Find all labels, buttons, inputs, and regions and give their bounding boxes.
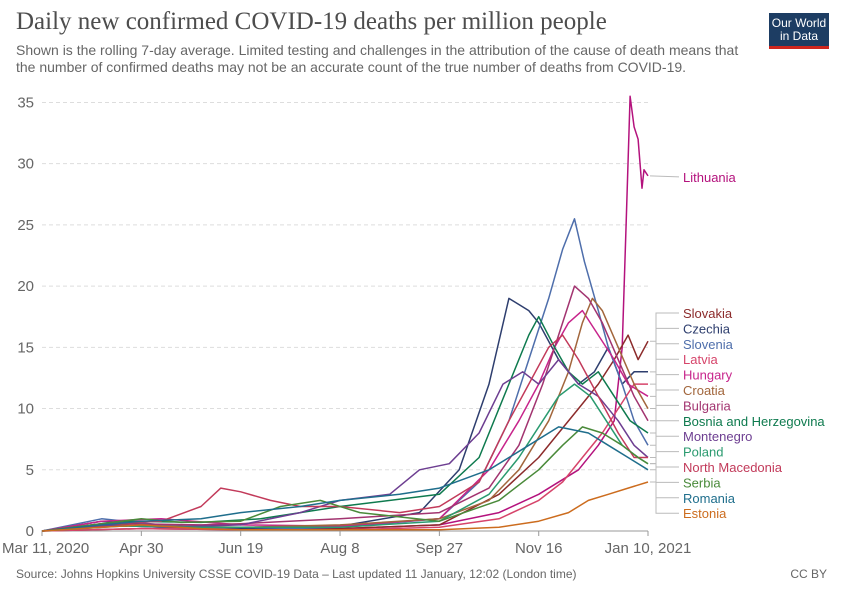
legend-label[interactable]: Slovenia [683,337,734,352]
legend-connector [650,312,679,342]
x-tick-label: Apr 30 [119,540,163,557]
y-tick-label: 35 [17,94,34,111]
series-line-hungary[interactable] [41,309,649,532]
legend-connector [650,404,679,422]
series-line-latvia[interactable] [41,383,648,532]
logo-line-1: Our World [771,16,827,30]
legend-connector [649,175,680,178]
y-tick-label: 0 [26,523,34,540]
source-note: Source: Johns Hopkins University CSSE CO… [16,567,577,581]
y-tick-label: 30 [17,156,34,173]
x-tick-label: Jun 19 [218,540,263,557]
legend-connector [650,389,679,410]
legend-label[interactable]: Bosnia and Herzegovina [683,414,825,429]
series-line-czechia[interactable] [41,297,648,532]
legend-label[interactable]: Slovakia [683,306,733,321]
license-link[interactable]: CC BY [790,567,827,581]
series-line-slovakia[interactable] [41,334,649,532]
x-tick-label: Jan 10, 2021 [605,540,692,557]
series-line-poland[interactable] [41,383,649,532]
legend-label[interactable]: North Macedonia [683,460,783,475]
series-line-romania[interactable] [41,426,649,532]
legend-label[interactable]: Poland [683,445,723,460]
series-line-slovenia[interactable] [41,218,649,532]
legend-label[interactable]: Czechia [683,321,731,336]
y-tick-label: 15 [17,339,34,356]
legend-connector [650,463,679,483]
chart-subtitle: Shown is the rolling 7-day average. Limi… [16,42,739,75]
legend-label[interactable]: Latvia [683,352,718,367]
legend-connector [650,327,679,373]
legend-label[interactable]: Montenegro [683,429,752,444]
legend-label-layer: Lithuania SlovakiaCzechiaSloveniaLatviaHu… [649,170,825,521]
legend-label[interactable]: Hungary [683,368,733,383]
y-tick-label: 10 [17,401,34,418]
legend-connector [650,457,679,468]
x-tick-label: Sep 27 [416,540,464,557]
legend-connector [650,481,679,514]
legend-connector [650,435,679,459]
x-tick-label: Mar 11, 2020 [2,540,89,557]
chart-title: Daily new confirmed COVID-19 deaths per … [16,8,607,35]
grid-layer: 0 5 10 15 20 25 30 35 [17,94,648,540]
legend-connector [650,420,679,434]
legend-connector [650,469,679,499]
legend-connector [650,374,679,397]
series-line-croatia[interactable] [41,297,649,532]
x-tick-label: Nov 16 [515,540,563,557]
series-line-north-macedonia[interactable] [41,334,648,532]
logo-line-2: in Data [779,29,819,43]
y-tick-label: 25 [17,217,34,234]
legend-label[interactable]: Croatia [683,383,726,398]
legend-label[interactable]: Lithuania [683,170,737,185]
legend-label[interactable]: Romania [683,491,736,506]
legend-label[interactable]: Serbia [683,475,721,490]
series-line-serbia[interactable] [41,426,649,532]
legend-connector [650,358,679,385]
y-tick-label: 20 [17,278,34,295]
series-line-bosnia-and-herzegovina[interactable] [41,315,649,532]
series-line-bulgaria[interactable] [41,285,649,532]
x-tick-layer: Mar 11, 2020 Apr 30 Jun 19 Aug 8 Sep 27 Nov 1… [2,531,691,557]
series-layer [41,95,649,532]
owid-logo[interactable]: Our World in Data [769,13,829,49]
legend-label[interactable]: Bulgaria [683,398,731,413]
legend-label[interactable]: Estonia [683,506,727,521]
x-tick-label: Aug 8 [320,540,359,557]
series-line-estonia[interactable] [41,481,649,532]
y-tick-label: 5 [26,462,34,479]
series-line-lithuania[interactable] [41,95,649,532]
